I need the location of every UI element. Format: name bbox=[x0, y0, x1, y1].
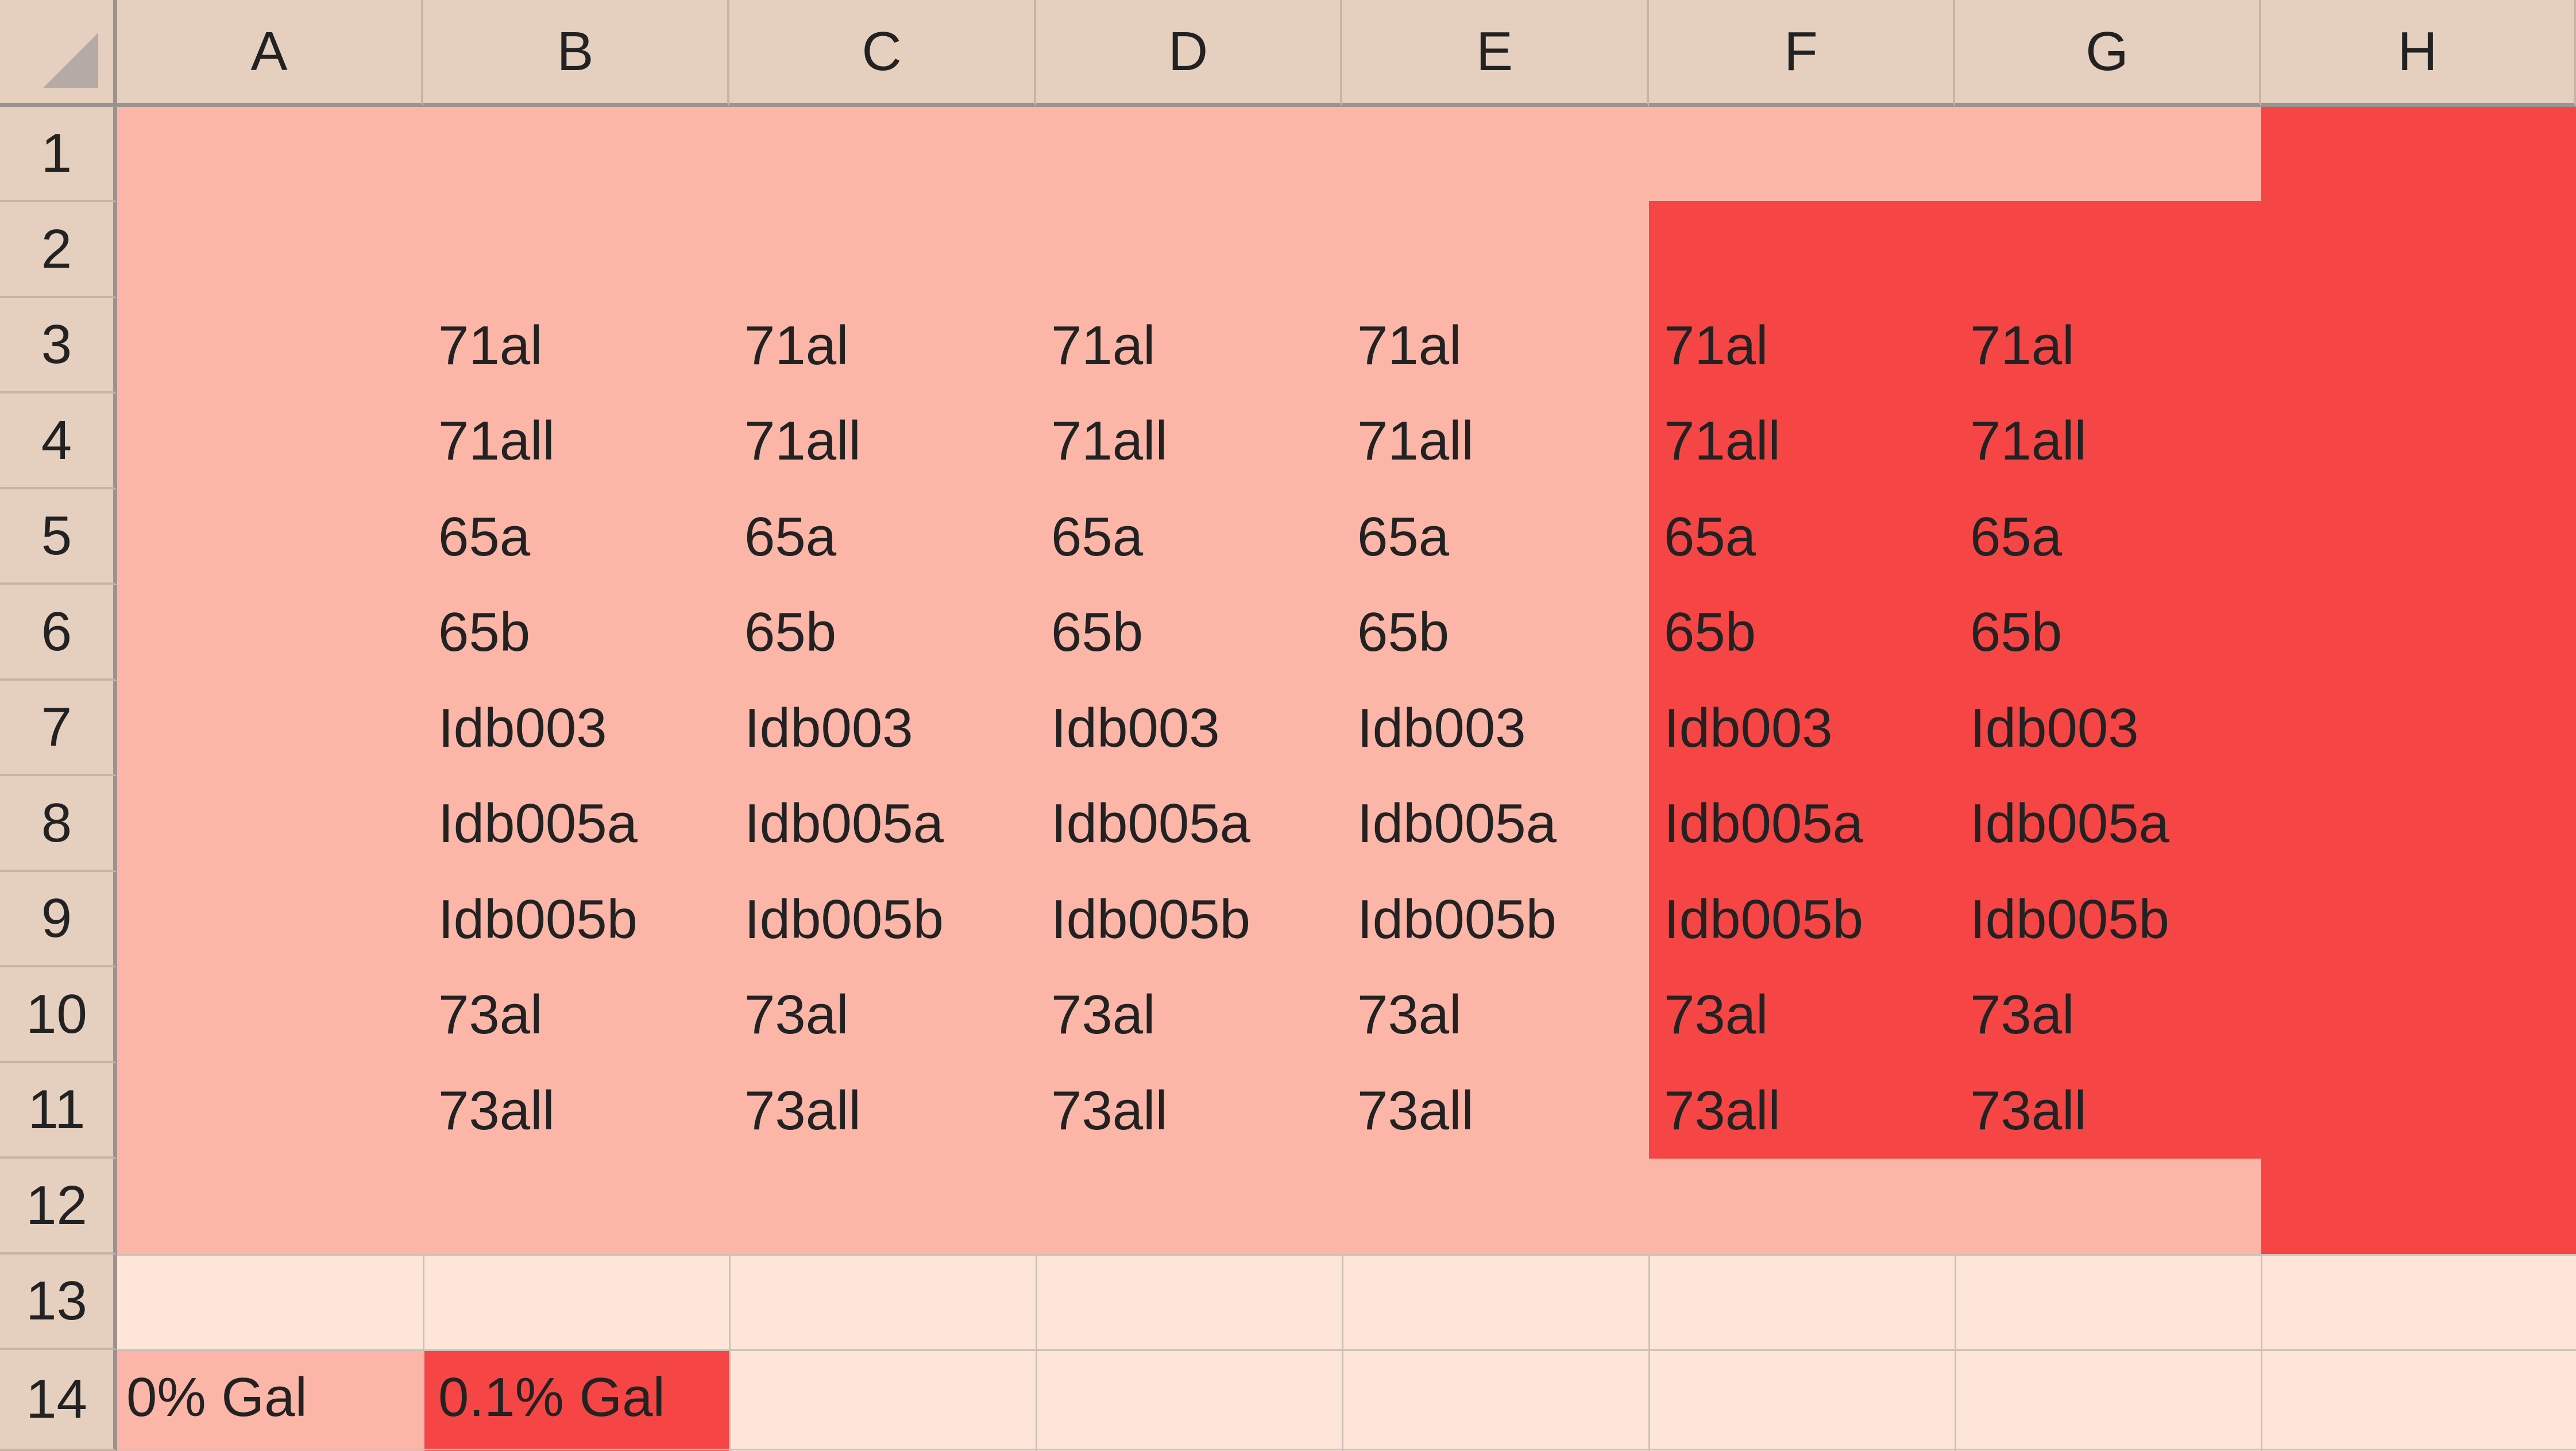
grid-line-row bbox=[117, 1349, 2576, 1351]
grid-line-col bbox=[1342, 1255, 1343, 1451]
column-header-g[interactable]: G bbox=[1955, 0, 2261, 107]
row-header-14[interactable]: 14 bbox=[0, 1350, 117, 1451]
cell-b9[interactable]: Idb005b bbox=[438, 889, 638, 950]
cell-d8[interactable]: Idb005a bbox=[1051, 793, 1251, 854]
cell-c10[interactable]: 73al bbox=[744, 984, 849, 1045]
cell-e3[interactable]: 71al bbox=[1357, 315, 1462, 376]
cell-g7[interactable]: Idb003 bbox=[1970, 697, 2139, 759]
cell-f7[interactable]: Idb003 bbox=[1664, 697, 1833, 759]
cell-e5[interactable]: 65a bbox=[1357, 506, 1450, 568]
cell-e4[interactable]: 71all bbox=[1357, 410, 1474, 472]
cell-e10[interactable]: 73al bbox=[1357, 984, 1462, 1045]
row-header-1[interactable]: 1 bbox=[0, 107, 117, 202]
legend-label-0pct[interactable]: 0% Gal bbox=[126, 1367, 307, 1428]
cell-g8[interactable]: Idb005a bbox=[1970, 793, 2170, 854]
cell-f8[interactable]: Idb005a bbox=[1664, 793, 1864, 854]
row-header-5[interactable]: 5 bbox=[0, 489, 117, 585]
column-header-c[interactable]: C bbox=[729, 0, 1036, 107]
cell-e9[interactable]: Idb005b bbox=[1357, 889, 1557, 950]
cell-e8[interactable]: Idb005a bbox=[1357, 793, 1557, 854]
cell-c9[interactable]: Idb005b bbox=[744, 889, 944, 950]
grid-line-col bbox=[1036, 1255, 1037, 1451]
cell-d4[interactable]: 71all bbox=[1051, 410, 1168, 472]
cell-d9[interactable]: Idb005b bbox=[1051, 889, 1251, 950]
cell-c11[interactable]: 73all bbox=[744, 1080, 861, 1141]
cell-d5[interactable]: 65a bbox=[1051, 506, 1144, 568]
legend-red-fill bbox=[423, 1350, 729, 1451]
column-header-a[interactable]: A bbox=[117, 0, 423, 107]
red-region-fill-fg bbox=[1649, 201, 2261, 1159]
cell-g11[interactable]: 73all bbox=[1970, 1080, 2087, 1141]
cell-c3[interactable]: 71al bbox=[744, 315, 849, 376]
grid-line-bottom bbox=[117, 1449, 2576, 1450]
grid-line-col bbox=[729, 1255, 731, 1451]
row-header-2[interactable]: 2 bbox=[0, 202, 117, 298]
select-all-corner[interactable] bbox=[0, 0, 117, 107]
cell-f11[interactable]: 73all bbox=[1664, 1080, 1781, 1141]
cell-g4[interactable]: 71all bbox=[1970, 410, 2087, 472]
cell-b4[interactable]: 71all bbox=[438, 410, 555, 472]
column-header-d[interactable]: D bbox=[1036, 0, 1342, 107]
cell-f3[interactable]: 71al bbox=[1664, 315, 1768, 376]
cell-g3[interactable]: 71al bbox=[1970, 315, 2075, 376]
cell-c5[interactable]: 65a bbox=[744, 506, 837, 568]
row-header-3[interactable]: 3 bbox=[0, 298, 117, 393]
cell-d6[interactable]: 65b bbox=[1051, 601, 1144, 663]
grid-line-col bbox=[1955, 1255, 1956, 1451]
grid-line-col bbox=[423, 1255, 424, 1451]
grid-line-col bbox=[2261, 1255, 2262, 1451]
column-header-e[interactable]: E bbox=[1342, 0, 1649, 107]
row-header-8[interactable]: 8 bbox=[0, 776, 117, 872]
legend-label-01pct[interactable]: 0.1% Gal bbox=[438, 1367, 665, 1428]
cell-c4[interactable]: 71all bbox=[744, 410, 861, 472]
cell-e6[interactable]: 65b bbox=[1357, 601, 1450, 663]
row-header-4[interactable]: 4 bbox=[0, 393, 117, 489]
cell-g6[interactable]: 65b bbox=[1970, 601, 2063, 663]
cell-f9[interactable]: Idb005b bbox=[1664, 889, 1864, 950]
row-header-6[interactable]: 6 bbox=[0, 585, 117, 681]
grid-line-row bbox=[117, 1254, 2576, 1256]
cell-e7[interactable]: Idb003 bbox=[1357, 697, 1526, 759]
cell-b8[interactable]: Idb005a bbox=[438, 793, 638, 854]
cell-f5[interactable]: 65a bbox=[1664, 506, 1756, 568]
cell-b10[interactable]: 73al bbox=[438, 984, 543, 1045]
cell-f10[interactable]: 73al bbox=[1664, 984, 1768, 1045]
cell-g5[interactable]: 65a bbox=[1970, 506, 2063, 568]
cell-e11[interactable]: 73all bbox=[1357, 1080, 1474, 1141]
row-header-11[interactable]: 11 bbox=[0, 1063, 117, 1159]
column-header-f[interactable]: F bbox=[1649, 0, 1955, 107]
row-header-13[interactable]: 13 bbox=[0, 1255, 117, 1350]
cell-g10[interactable]: 73al bbox=[1970, 984, 2075, 1045]
row-header-12[interactable]: 12 bbox=[0, 1159, 117, 1255]
cell-c7[interactable]: Idb003 bbox=[744, 697, 913, 759]
row-header-9[interactable]: 9 bbox=[0, 872, 117, 967]
cell-b7[interactable]: Idb003 bbox=[438, 697, 607, 759]
cell-b6[interactable]: 65b bbox=[438, 601, 531, 663]
cell-f4[interactable]: 71all bbox=[1664, 410, 1781, 472]
cell-d3[interactable]: 71al bbox=[1051, 315, 1156, 376]
cell-d7[interactable]: Idb003 bbox=[1051, 697, 1220, 759]
cell-b5[interactable]: 65a bbox=[438, 506, 531, 568]
cell-d11[interactable]: 73all bbox=[1051, 1080, 1168, 1141]
row-header-7[interactable]: 7 bbox=[0, 681, 117, 776]
cell-g9[interactable]: Idb005b bbox=[1970, 889, 2170, 950]
cell-b11[interactable]: 73all bbox=[438, 1080, 555, 1141]
select-all-triangle-icon bbox=[43, 33, 98, 88]
cell-d10[interactable]: 73al bbox=[1051, 984, 1156, 1045]
column-header-b[interactable]: B bbox=[423, 0, 729, 107]
column-header-h[interactable]: H bbox=[2261, 0, 2576, 107]
grid-line-col bbox=[1648, 1255, 1650, 1451]
cell-c8[interactable]: Idb005a bbox=[744, 793, 944, 854]
cell-c6[interactable]: 65b bbox=[744, 601, 837, 663]
row-header-10[interactable]: 10 bbox=[0, 967, 117, 1063]
red-region-fill-h bbox=[2261, 107, 2576, 1255]
cell-f6[interactable]: 65b bbox=[1664, 601, 1756, 663]
legend-light-fill bbox=[117, 1350, 423, 1451]
cell-b3[interactable]: 71al bbox=[438, 315, 543, 376]
